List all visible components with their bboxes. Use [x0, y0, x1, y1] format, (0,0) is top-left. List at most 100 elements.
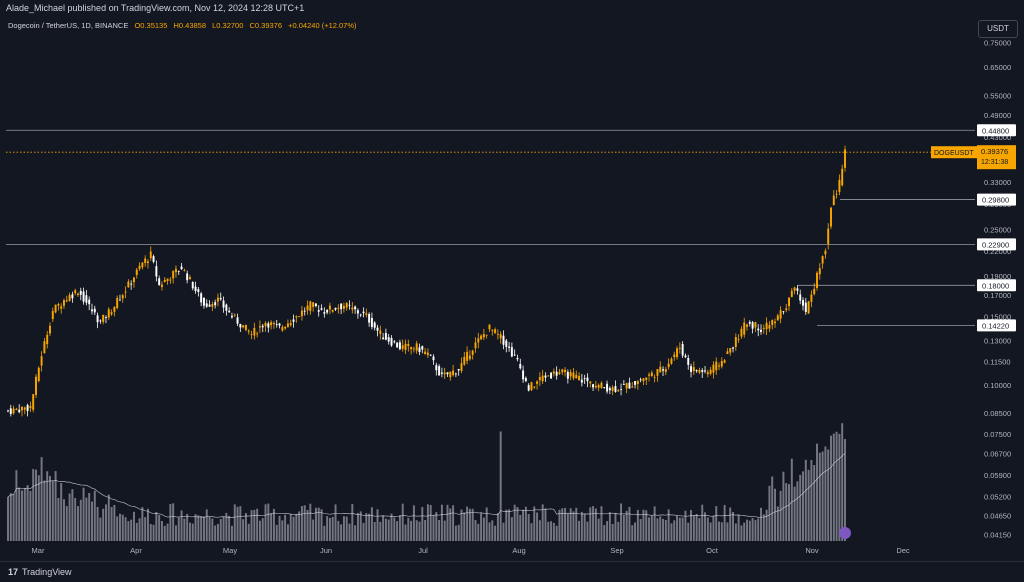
price-tags: 0.44800 0.29800 0.22900 0.18000 0.14220 DOGEU… — [839, 124, 1016, 539]
volume-bar — [264, 504, 267, 541]
volume-bar — [113, 504, 116, 541]
volume-bar — [382, 515, 385, 541]
candle-body — [463, 356, 466, 365]
price-chart[interactable]: 0.04150 0.04650 0.05200 0.05900 0.06700 0.075… — [0, 0, 1024, 561]
candle-body — [37, 367, 40, 382]
candle-body — [575, 374, 578, 379]
candle-body — [802, 300, 804, 306]
horizontal-levels[interactable] — [6, 129, 975, 326]
candle-body — [751, 322, 754, 329]
volume-bar — [79, 499, 82, 541]
candle-body — [662, 369, 665, 371]
volume-bar — [407, 517, 410, 541]
volume-bar — [29, 490, 32, 541]
candle-body — [390, 338, 393, 346]
candle-body — [594, 385, 597, 388]
candle-body — [687, 357, 690, 365]
volume-bar — [401, 503, 404, 541]
candle-body — [233, 314, 236, 316]
volume-bar — [799, 474, 802, 541]
candle-body — [7, 410, 9, 412]
candle-body — [368, 313, 371, 323]
candle-body — [261, 325, 264, 328]
time-axis[interactable]: Mar Apr May Jun Jul Aug Sep Oct Nov Dec — [32, 546, 910, 555]
candle-body — [799, 294, 802, 301]
volume-bar — [457, 524, 460, 541]
candle-body — [295, 316, 298, 318]
volume-bar — [440, 504, 443, 541]
candle-body — [690, 366, 693, 372]
candle-body — [508, 346, 511, 348]
candle-body — [188, 277, 191, 280]
footer: 17 TradingView — [0, 561, 1024, 582]
volume-bar — [222, 516, 225, 541]
volume-bar — [429, 504, 432, 541]
candle-body — [625, 383, 628, 389]
volume-bar — [180, 510, 183, 541]
volume-bar — [247, 523, 250, 541]
candle-body — [46, 334, 49, 345]
volume-bar — [452, 505, 455, 541]
volume-bar — [356, 512, 359, 541]
volume-bar — [667, 509, 670, 541]
candle-body — [219, 298, 222, 300]
volume-bar — [566, 513, 569, 541]
volume-bar — [298, 511, 301, 541]
volume-bar — [751, 518, 754, 541]
legend-close: C0.39376 — [249, 21, 283, 30]
candle-body — [482, 334, 485, 338]
candle-body — [303, 310, 306, 312]
candle-body — [762, 327, 765, 329]
currency-button[interactable]: USDT — [978, 20, 1018, 38]
volume-bar — [480, 512, 483, 541]
candle-body — [841, 168, 844, 186]
volume-bar — [600, 506, 603, 541]
volume-bar — [841, 423, 844, 541]
volume-bar — [275, 524, 278, 541]
volume-bar — [202, 516, 205, 541]
volume-bar — [300, 506, 303, 541]
candle-body — [12, 408, 15, 414]
candle-body — [804, 302, 807, 312]
candle-body — [723, 360, 726, 363]
volume-bar — [93, 490, 96, 541]
volume-bar — [622, 514, 625, 541]
volume-bar — [488, 522, 491, 541]
candle-body — [43, 341, 46, 354]
volume-bar — [211, 518, 214, 541]
symbol-name[interactable]: Dogecoin / TetherUS, 1D, BINANCE — [8, 21, 129, 30]
x-tick-label: Mar — [32, 546, 45, 555]
candle-body — [606, 383, 609, 392]
candle-body — [382, 337, 385, 340]
volume-bar — [726, 522, 729, 541]
volume-bar — [443, 520, 446, 541]
volume-bar — [337, 520, 340, 541]
volume-bar — [790, 458, 793, 541]
volume-bar — [312, 519, 315, 541]
ticker-tag-label: DOGEUSDT — [934, 150, 974, 157]
level-tag-label: 0.14220 — [982, 321, 1009, 330]
volume-bar — [673, 520, 676, 541]
volume-bar — [776, 506, 779, 541]
candle-body — [440, 372, 443, 374]
candle-body — [74, 290, 77, 294]
x-tick-label: Dec — [896, 546, 910, 555]
volume-bar — [107, 494, 110, 541]
volume-bar — [214, 525, 217, 541]
candle-body — [314, 303, 317, 307]
x-tick-label: Aug — [512, 546, 525, 555]
volume-bar — [340, 524, 343, 541]
volume-bar — [760, 507, 762, 541]
candle-body — [191, 281, 194, 289]
tradingview-brand[interactable]: 17 TradingView — [8, 567, 72, 577]
candle-body — [415, 343, 418, 351]
candle-body — [85, 295, 88, 303]
volume-bar — [614, 512, 617, 541]
volume-bar — [323, 525, 326, 541]
candle-body — [23, 407, 26, 410]
volume-bar — [102, 508, 105, 541]
volume-bar — [144, 517, 147, 541]
volume-bar — [426, 504, 429, 541]
candle-body — [317, 310, 320, 312]
last-price-tag — [977, 145, 1016, 170]
